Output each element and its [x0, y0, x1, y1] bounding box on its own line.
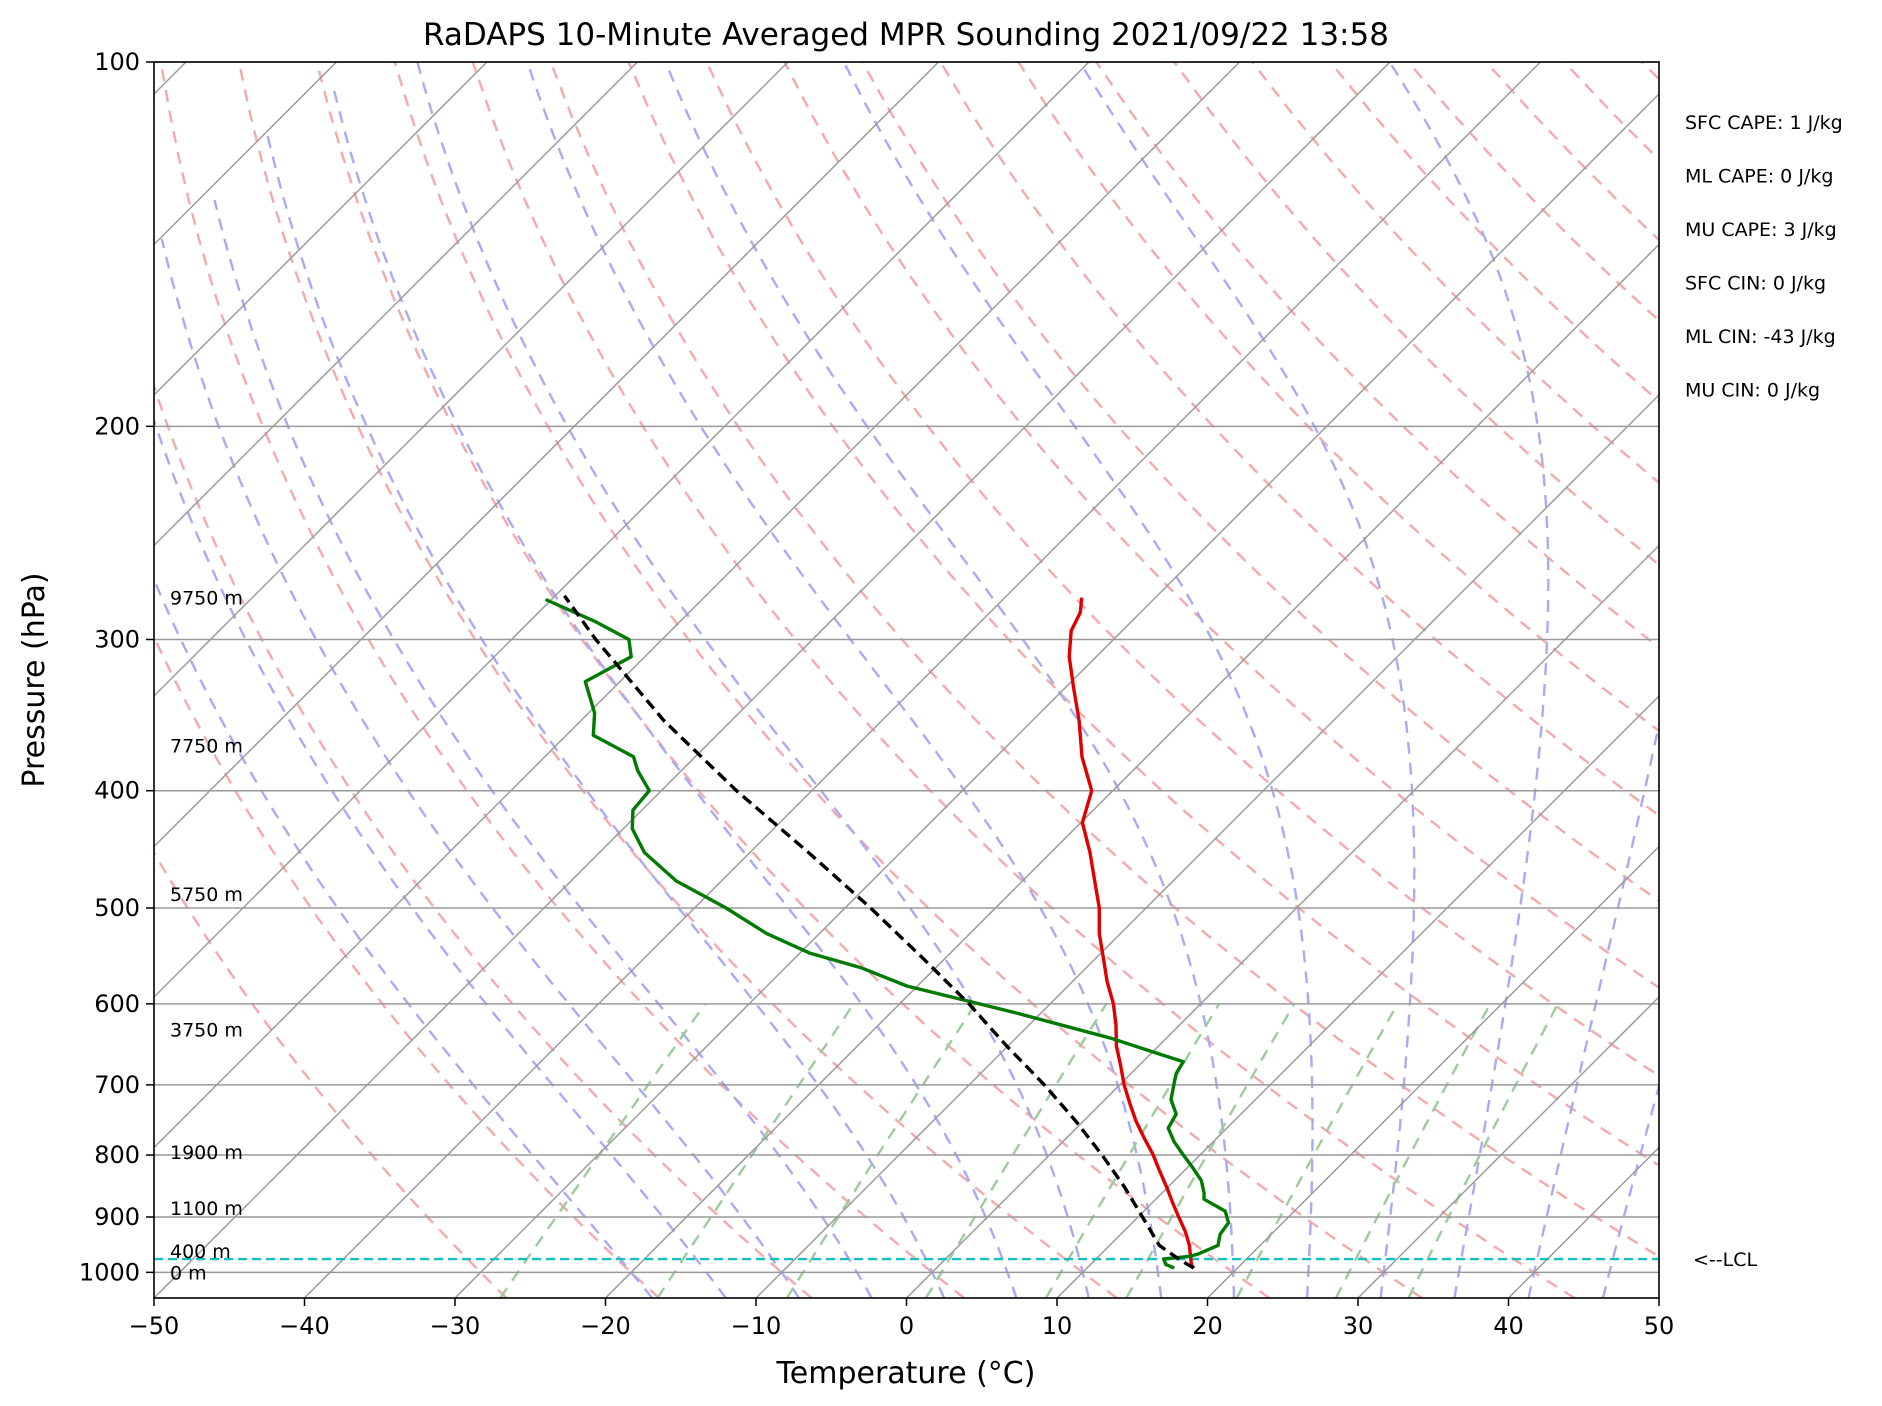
isotherm-line: [1206, 845, 1659, 1298]
y-tick-label: 700: [94, 1071, 140, 1099]
x-tick-label: 50: [1644, 1312, 1675, 1340]
lcl-label: <--LCL: [1693, 1249, 1757, 1271]
x-tick-label: 20: [1192, 1312, 1223, 1340]
mixing-ratio-line: [785, 1003, 977, 1298]
dry-adiabat-line: [315, 62, 1271, 1298]
isotherms: [154, 62, 1659, 1298]
height-label: 3750 m: [170, 1019, 243, 1041]
x-tick-label: −50: [129, 1312, 180, 1340]
sounding-traces: [544, 594, 1231, 1270]
x-tick-label: −40: [279, 1312, 330, 1340]
parcel-line: [563, 594, 1195, 1270]
dry-adiabat-line: [237, 62, 1118, 1298]
isobars: [154, 62, 1659, 1274]
stat-line: ML CAPE: 0 J/kg: [1685, 166, 1833, 188]
dry-adiabat-line: [1017, 62, 1659, 733]
isotherm-line: [154, 62, 639, 547]
mixing-ratio-line: [1334, 1003, 1492, 1298]
moist-adiabat-line: [664, 62, 1236, 1298]
y-axis-label: Pressure (hPa): [17, 572, 52, 787]
stat-line: MU CAPE: 3 J/kg: [1685, 219, 1837, 241]
height-label: 5750 m: [170, 884, 243, 906]
height-label: 1100 m: [170, 1198, 243, 1220]
moist-adiabat-line: [526, 62, 1163, 1298]
y-tick-label: 900: [94, 1203, 140, 1231]
isotherm-line: [604, 243, 1659, 1298]
mixing-ratio-line: [499, 1003, 707, 1298]
stats-panel: SFC CAPE: 1 J/kg ML CAPE: 0 J/kg MU CAPE: …: [1685, 112, 1843, 402]
stat-line: ML CIN: -43 J/kg: [1685, 326, 1836, 348]
x-tick-label: 0: [899, 1312, 914, 1340]
y-tick-label: 100: [94, 48, 140, 76]
mixing-ratio-line: [656, 1003, 855, 1298]
dry-adiabat-line: [393, 62, 1423, 1298]
moist-adiabat-line: [1078, 62, 1416, 1298]
x-tick-label: −10: [731, 1312, 782, 1340]
moist-adiabat-line: [416, 62, 1090, 1298]
height-label: 9750 m: [170, 588, 243, 610]
dry-adiabat-line: [627, 62, 1659, 1167]
y-tick-label: 600: [94, 990, 140, 1018]
isotherm-line: [154, 62, 1090, 999]
x-tick-label: 10: [1042, 1312, 1073, 1340]
y-tick-label: 400: [94, 777, 140, 805]
moist-adiabat-line: [1527, 718, 1659, 1298]
dry-adiabat-line: [783, 62, 1659, 990]
isotherm-line: [1357, 995, 1659, 1298]
moist-adiabat-line: [1601, 1081, 1659, 1298]
dry-adiabat-line: [939, 62, 1659, 817]
isotherm-line: [154, 62, 1241, 1149]
stat-line: SFC CAPE: 1 J/kg: [1685, 112, 1843, 134]
dry-adiabat-line: [471, 62, 1576, 1298]
moist-adiabat-line: [154, 416, 727, 1298]
isotherm-line: [154, 62, 1391, 1298]
isotherm-line: [1056, 694, 1659, 1298]
moist-adiabat-line: [154, 576, 654, 1298]
dry-adiabat-line: [1173, 62, 1659, 567]
x-tick-label: 40: [1493, 1312, 1524, 1340]
isotherm-line: [154, 62, 789, 698]
height-label: 400 m: [170, 1241, 231, 1263]
mixing-ratio-line: [1235, 1003, 1399, 1298]
x-axis: −50 −40 −30 −20 −10 0 10 20 30 40 50: [129, 1298, 1675, 1340]
dewpoint-line: [544, 597, 1231, 1270]
height-label: 1900 m: [170, 1142, 243, 1164]
y-tick-label: 800: [94, 1141, 140, 1169]
mixing-ratio-line: [924, 1003, 1108, 1298]
stat-line: MU CIN: 0 J/kg: [1685, 380, 1820, 402]
height-label: 0 m: [170, 1262, 207, 1284]
y-axis: 100 200 300 400 500 600 700 800 900 1000: [79, 48, 154, 1286]
moist-adiabat-line: [160, 238, 801, 1298]
y-tick-label: 1000: [79, 1258, 140, 1286]
isotherm-line: [755, 393, 1659, 1298]
isotherm-line: [154, 62, 940, 848]
isotherm-line: [154, 62, 488, 397]
y-tick-label: 200: [94, 412, 140, 440]
moist-adiabat-line: [1388, 62, 1550, 1298]
stat-line: SFC CIN: 0 J/kg: [1685, 273, 1826, 295]
isotherm-line: [905, 544, 1659, 1298]
chart-title: RaDAPS 10-Minute Averaged MPR Sounding 2…: [423, 17, 1389, 53]
x-tick-label: 30: [1343, 1312, 1374, 1340]
height-label: 7750 m: [170, 735, 243, 757]
x-tick-label: −20: [580, 1312, 631, 1340]
moist-adiabat-line: [266, 135, 946, 1298]
moist-adiabat-line: [332, 87, 1018, 1298]
temperature-line: [1067, 597, 1196, 1269]
y-tick-label: 300: [94, 625, 140, 653]
y-tick-label: 500: [94, 894, 140, 922]
moist-adiabat-line: [213, 199, 873, 1298]
isotherm-line: [303, 62, 1542, 1298]
moist-adiabat-line: [842, 62, 1314, 1298]
dry-adiabat-line: [154, 382, 813, 1298]
moist-adiabats: [154, 62, 1659, 1298]
mixing-ratio-line: [1407, 1003, 1559, 1298]
dry-adiabat-line: [549, 62, 1659, 1259]
x-tick-label: −30: [430, 1312, 481, 1340]
x-axis-label: Temperature (°C): [776, 1356, 1036, 1391]
dry-adiabat-line: [861, 62, 1659, 903]
dry-adiabat-line: [1095, 62, 1659, 649]
